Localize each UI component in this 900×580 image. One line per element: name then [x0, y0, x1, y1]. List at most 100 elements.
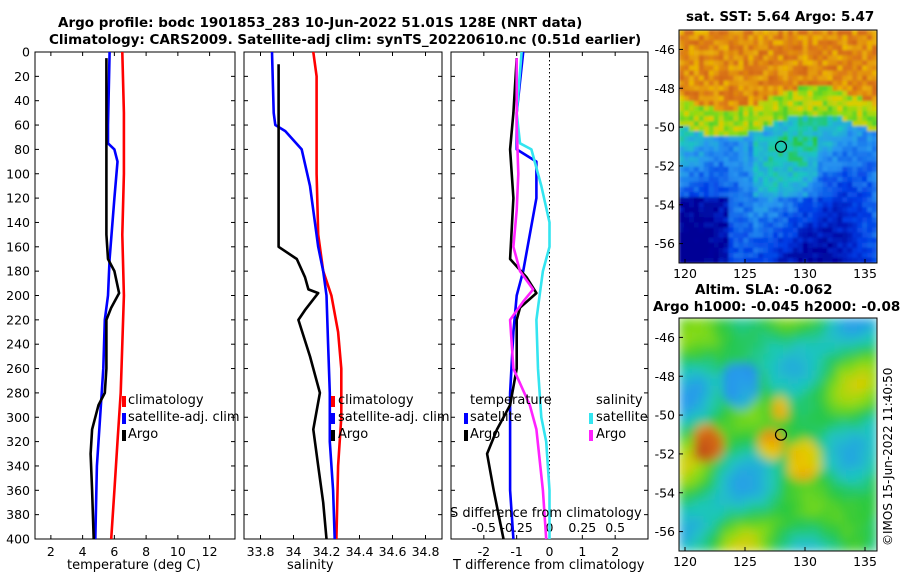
map-x-tick-label: 130 — [793, 554, 817, 569]
map-cell — [832, 50, 838, 56]
map-cell — [708, 343, 715, 349]
map-cell — [773, 60, 779, 67]
map-cell — [812, 530, 819, 537]
map-cell — [698, 60, 705, 67]
map-cell — [807, 257, 814, 263]
map-cell — [792, 166, 799, 173]
map-cell — [847, 368, 853, 375]
map-cell — [738, 217, 744, 224]
map-cell — [748, 434, 754, 441]
map-cell — [827, 404, 834, 410]
map-cell — [797, 338, 804, 344]
map-cell — [792, 378, 799, 385]
map-cell — [758, 404, 764, 410]
map-cell — [693, 212, 700, 219]
map-cell — [872, 252, 877, 259]
map-cell — [693, 70, 700, 77]
map-cell — [703, 444, 710, 451]
map-cell — [847, 373, 853, 380]
map-cell — [758, 40, 764, 46]
map-cell — [748, 212, 754, 219]
map-cell — [743, 30, 749, 36]
map-cell — [758, 247, 764, 254]
map-cell — [733, 404, 739, 410]
map-cell — [837, 187, 843, 193]
map-cell — [862, 358, 868, 365]
map-cell — [703, 111, 710, 117]
map-cell — [738, 45, 744, 51]
map-cell — [852, 111, 858, 117]
map-cell — [827, 181, 834, 188]
map-cell — [832, 378, 838, 385]
map-cell — [748, 419, 754, 425]
map-cell — [688, 121, 695, 127]
map-cell — [778, 333, 784, 339]
map-cell — [693, 454, 700, 461]
map-cell — [842, 222, 848, 229]
map-cell — [802, 227, 809, 234]
map-cell — [792, 419, 799, 425]
map-cell — [847, 393, 853, 400]
map-cell — [822, 323, 829, 329]
map-cell — [778, 464, 784, 471]
map-cell — [822, 181, 829, 188]
map-cell — [817, 126, 824, 132]
map-cell — [782, 318, 789, 324]
map-cell — [852, 424, 858, 431]
map-cell — [797, 363, 804, 370]
map-cell — [738, 469, 744, 476]
map-cell — [763, 323, 769, 329]
map-cell — [728, 419, 735, 425]
map-cell — [857, 121, 863, 127]
map-cell — [758, 480, 764, 486]
map-cell — [812, 449, 819, 456]
map-cell — [773, 35, 779, 41]
map-cell — [738, 545, 744, 551]
map-cell — [812, 126, 819, 132]
map-cell — [683, 485, 690, 491]
map-cell — [723, 343, 730, 349]
map-cell — [768, 252, 774, 259]
map-cell — [867, 409, 873, 415]
map-cell — [827, 399, 834, 405]
map-cell — [713, 146, 720, 153]
map-cell — [773, 131, 779, 137]
map-cell — [842, 187, 848, 193]
map-cell — [827, 540, 834, 547]
map-cell — [738, 429, 744, 436]
map-cell — [797, 176, 804, 183]
map-cell — [827, 55, 834, 61]
map-cell — [867, 480, 873, 486]
map-cell — [718, 70, 725, 77]
map-cell — [763, 383, 769, 390]
map-cell — [703, 358, 710, 365]
map-cell — [797, 181, 804, 188]
map-cell — [679, 383, 685, 390]
map-cell — [812, 75, 819, 82]
map-cell — [693, 414, 700, 420]
map-cell — [827, 515, 834, 522]
map-cell — [723, 318, 730, 324]
map-cell — [857, 45, 863, 51]
map-cell — [698, 490, 705, 496]
map-cell — [837, 85, 843, 92]
map-cell — [832, 449, 838, 456]
map-cell — [812, 383, 819, 390]
map-cell — [693, 85, 700, 92]
map-cell — [797, 388, 804, 395]
map-cell — [778, 500, 784, 507]
map-cell — [688, 545, 695, 551]
map-cell — [782, 192, 789, 198]
map-cell — [822, 202, 829, 208]
map-cell — [827, 207, 834, 213]
map-cell — [713, 459, 720, 466]
map-cell — [837, 35, 843, 41]
map-cell — [832, 409, 838, 415]
map-cell — [797, 35, 804, 41]
map-cell — [733, 409, 739, 415]
map-cell — [738, 181, 744, 188]
map-cell — [723, 535, 730, 542]
map-cell — [797, 525, 804, 532]
map-cell — [852, 35, 858, 41]
map-cell — [867, 414, 873, 420]
